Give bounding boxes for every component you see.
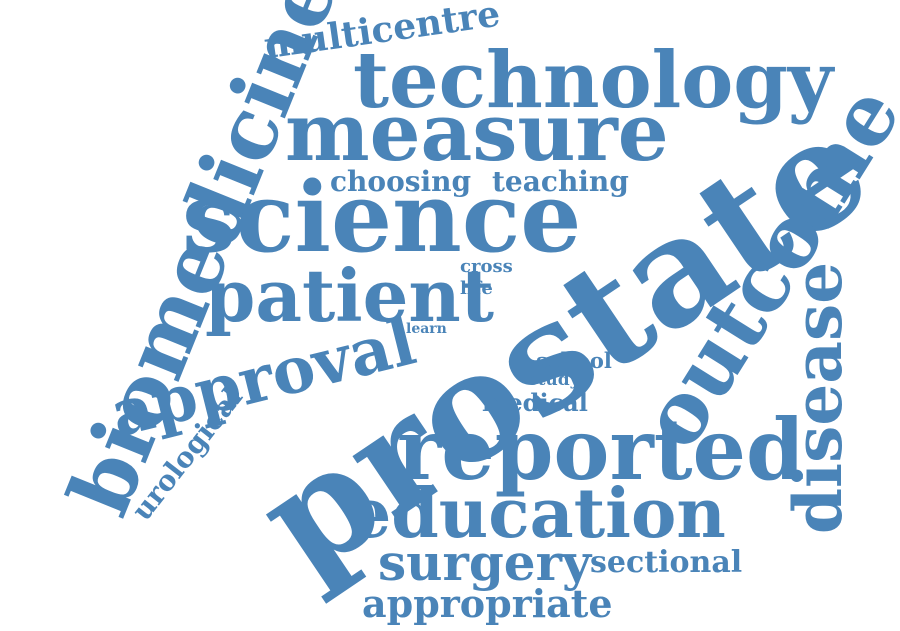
word-patient: patient <box>205 253 495 338</box>
word-education: education <box>348 474 726 554</box>
word-learn: learn <box>406 321 447 337</box>
word-teaching: teaching <box>492 165 629 198</box>
word-science: science <box>182 161 582 274</box>
word-school: school <box>536 348 612 373</box>
word-appropriate: appropriate <box>362 581 613 626</box>
word-life: life <box>460 278 493 299</box>
word-measure: measure <box>285 85 669 179</box>
word-sectional: sectional <box>590 545 743 580</box>
word-surgery: surgery <box>378 533 592 592</box>
word-reported: reported <box>397 400 805 499</box>
word-study: study <box>528 370 580 390</box>
word-medical: medical <box>482 388 588 417</box>
word-cross: cross <box>460 256 513 277</box>
word-choosing: choosing <box>330 165 472 198</box>
word-technology: technology <box>353 35 834 126</box>
